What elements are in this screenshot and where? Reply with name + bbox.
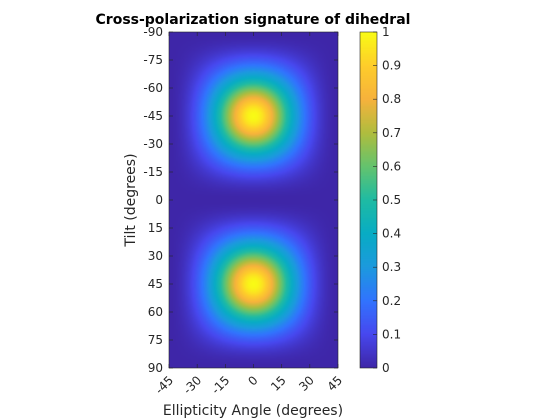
colorbar-gradient: [360, 32, 377, 368]
x-tick-label: 15: [268, 373, 289, 394]
x-tick-label: 30: [296, 373, 317, 394]
y-tick-label: -75: [143, 53, 163, 67]
y-tick-label: -45: [143, 109, 163, 123]
x-tick-label: -30: [181, 373, 205, 397]
y-tick-label: 30: [148, 249, 163, 263]
x-tick-label: -15: [209, 373, 233, 397]
colorbar-ticks: 0 0.1 0.2 0.3 0.4 0.5 0.6 0.7 0.8 0.9 1: [373, 25, 401, 375]
colorbar-tick-label: 0.2: [382, 294, 401, 308]
y-axis-label: Tilt (degrees): [123, 153, 139, 247]
colorbar-tick-label: 0: [382, 361, 390, 375]
y-tick-label: 0: [155, 193, 163, 207]
colorbar-tick-label: 0.8: [382, 92, 401, 106]
y-tick-label: 75: [148, 333, 163, 347]
x-tick-label: 0: [245, 373, 260, 388]
colorbar-tick-label: 0.5: [382, 193, 401, 207]
y-tick-label: 15: [148, 221, 163, 235]
y-tick-label: -30: [143, 137, 163, 151]
y-tick-label: -60: [143, 81, 163, 95]
colorbar-tick-label: 0.9: [382, 59, 401, 73]
colorbar-tick-label: 0.7: [382, 126, 401, 140]
y-tick-label: -90: [143, 25, 163, 39]
colorbar-tick-label: 0.6: [382, 159, 401, 173]
heatmap-image: [169, 32, 338, 368]
y-tick-label: 60: [148, 305, 163, 319]
heatmap-plot-area: [168, 31, 339, 369]
y-tick-label: -15: [143, 165, 163, 179]
colorbar-tick-label: 0.4: [382, 227, 401, 241]
y-tick-label: 90: [148, 361, 163, 375]
y-axis-ticks: -90 -75 -60 -45 -30 -15 0 15 30 45 60 75 90: [143, 25, 338, 375]
x-axis-label: Ellipticity Angle (degrees): [163, 403, 343, 419]
colorbar-tick-label: 0.3: [382, 260, 401, 274]
x-tick-label: 45: [324, 373, 345, 394]
colorbar: 0 0.1 0.2 0.3 0.4 0.5 0.6 0.7 0.8 0.9 1: [359, 25, 401, 375]
x-tick-label: -45: [152, 373, 176, 397]
colorbar-tick-label: 0.1: [382, 327, 401, 341]
chart-title: Cross-polarization signature of dihedral: [96, 12, 411, 28]
y-tick-label: 45: [148, 277, 163, 291]
colorbar-tick-label: 1: [382, 25, 390, 39]
